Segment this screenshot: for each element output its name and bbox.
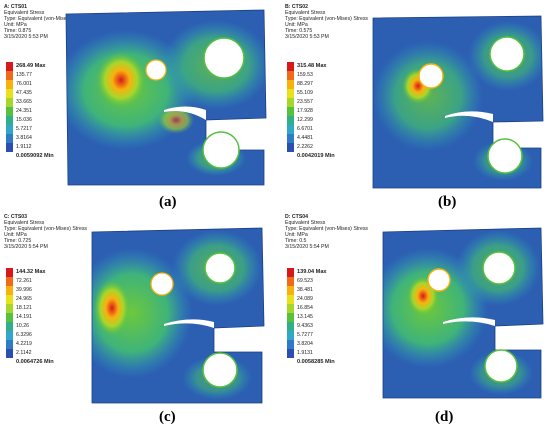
panel-caption: (c) xyxy=(159,409,176,425)
hole xyxy=(145,59,167,81)
result-unit: Unit: MPa xyxy=(285,232,308,239)
stress-legend: 315.48 Max 159.53 88.297 55.109 23.557 1… xyxy=(287,62,347,159)
result-date: 3/15/2020 5:54 PM xyxy=(4,244,48,251)
crack-notch xyxy=(164,106,206,120)
hole xyxy=(202,131,240,169)
hole xyxy=(202,352,238,388)
result-unit: Unit: MPa xyxy=(4,22,27,29)
result-title: B: CTS02 xyxy=(285,4,309,10)
result-time: Time: 0.875 xyxy=(4,28,32,35)
panel-caption: (d) xyxy=(435,409,454,425)
result-title: D: CTS04 xyxy=(285,214,309,220)
result-header: C: CTS03 Equivalent Stress Type: Equival… xyxy=(4,214,87,251)
stress-contour-plot xyxy=(65,9,267,186)
stress-legend: 139.04 Max 69.523 38.481 24.089 16.854 1… xyxy=(287,268,347,365)
result-unit: Unit: MPa xyxy=(285,22,308,29)
result-header: A: CTS01 Equivalent Stress Type: Equival… xyxy=(4,4,87,41)
hole xyxy=(150,272,174,296)
panel-caption: (a) xyxy=(159,194,177,210)
result-name: Equivalent Stress xyxy=(4,220,45,227)
crack-notch xyxy=(443,317,495,326)
hole xyxy=(487,138,523,174)
crack-notch xyxy=(164,319,214,328)
result-time: Time: 0.725 xyxy=(4,238,32,245)
panel-a: A: CTS01 Equivalent Stress Type: Equival… xyxy=(4,4,267,214)
hole xyxy=(489,36,525,72)
result-type: Type: Equivalent (von-Mises) Stress xyxy=(4,16,88,23)
result-time: Time: 0.575 xyxy=(285,28,313,35)
result-header: D: CTS04 Equivalent Stress Type: Equival… xyxy=(285,214,368,251)
result-name: Equivalent Stress xyxy=(285,10,326,17)
hole xyxy=(484,349,518,383)
stress-contour-plot xyxy=(382,227,544,399)
panel-d: D: CTS04 Equivalent Stress Type: Equival… xyxy=(285,214,547,432)
result-type: Type: Equivalent (von-Mises) Stress xyxy=(4,226,88,233)
stress-legend: 144.32 Max 72.261 39.996 24.965 18.121 1… xyxy=(6,268,66,365)
hole xyxy=(203,37,245,79)
result-title: A: CTS01 xyxy=(4,4,28,10)
result-name: Equivalent Stress xyxy=(4,10,45,17)
result-name: Equivalent Stress xyxy=(285,220,326,227)
result-date: 3/15/2020 5:54 PM xyxy=(285,244,329,251)
stress-contour-plot xyxy=(91,227,265,404)
stress-contour-plot xyxy=(372,15,544,189)
hole xyxy=(418,63,444,89)
result-title: C: CTS03 xyxy=(4,214,28,220)
panel-b: B: CTS02 Equivalent Stress Type: Equival… xyxy=(285,4,547,214)
crack-notch xyxy=(445,111,493,122)
result-type: Type: Equivalent (von-Mises) Stress xyxy=(285,226,369,233)
stress-legend: 268.49 Max 135.77 76.001 47.435 33.665 2… xyxy=(6,62,66,159)
result-date: 3/15/2020 5:53 PM xyxy=(4,34,48,41)
result-type: Type: Equivalent (von-Mises) Stress xyxy=(285,16,369,23)
result-date: 3/15/2020 5:53 PM xyxy=(285,34,329,41)
result-header: B: CTS02 Equivalent Stress Type: Equival… xyxy=(285,4,368,41)
panel-c: C: CTS03 Equivalent Stress Type: Equival… xyxy=(4,214,266,432)
hole xyxy=(204,252,236,284)
hole xyxy=(427,268,451,292)
hole xyxy=(482,251,516,285)
result-unit: Unit: MPa xyxy=(4,232,27,239)
result-time: Time: 0.5 xyxy=(285,238,307,245)
panel-caption: (b) xyxy=(438,194,457,210)
